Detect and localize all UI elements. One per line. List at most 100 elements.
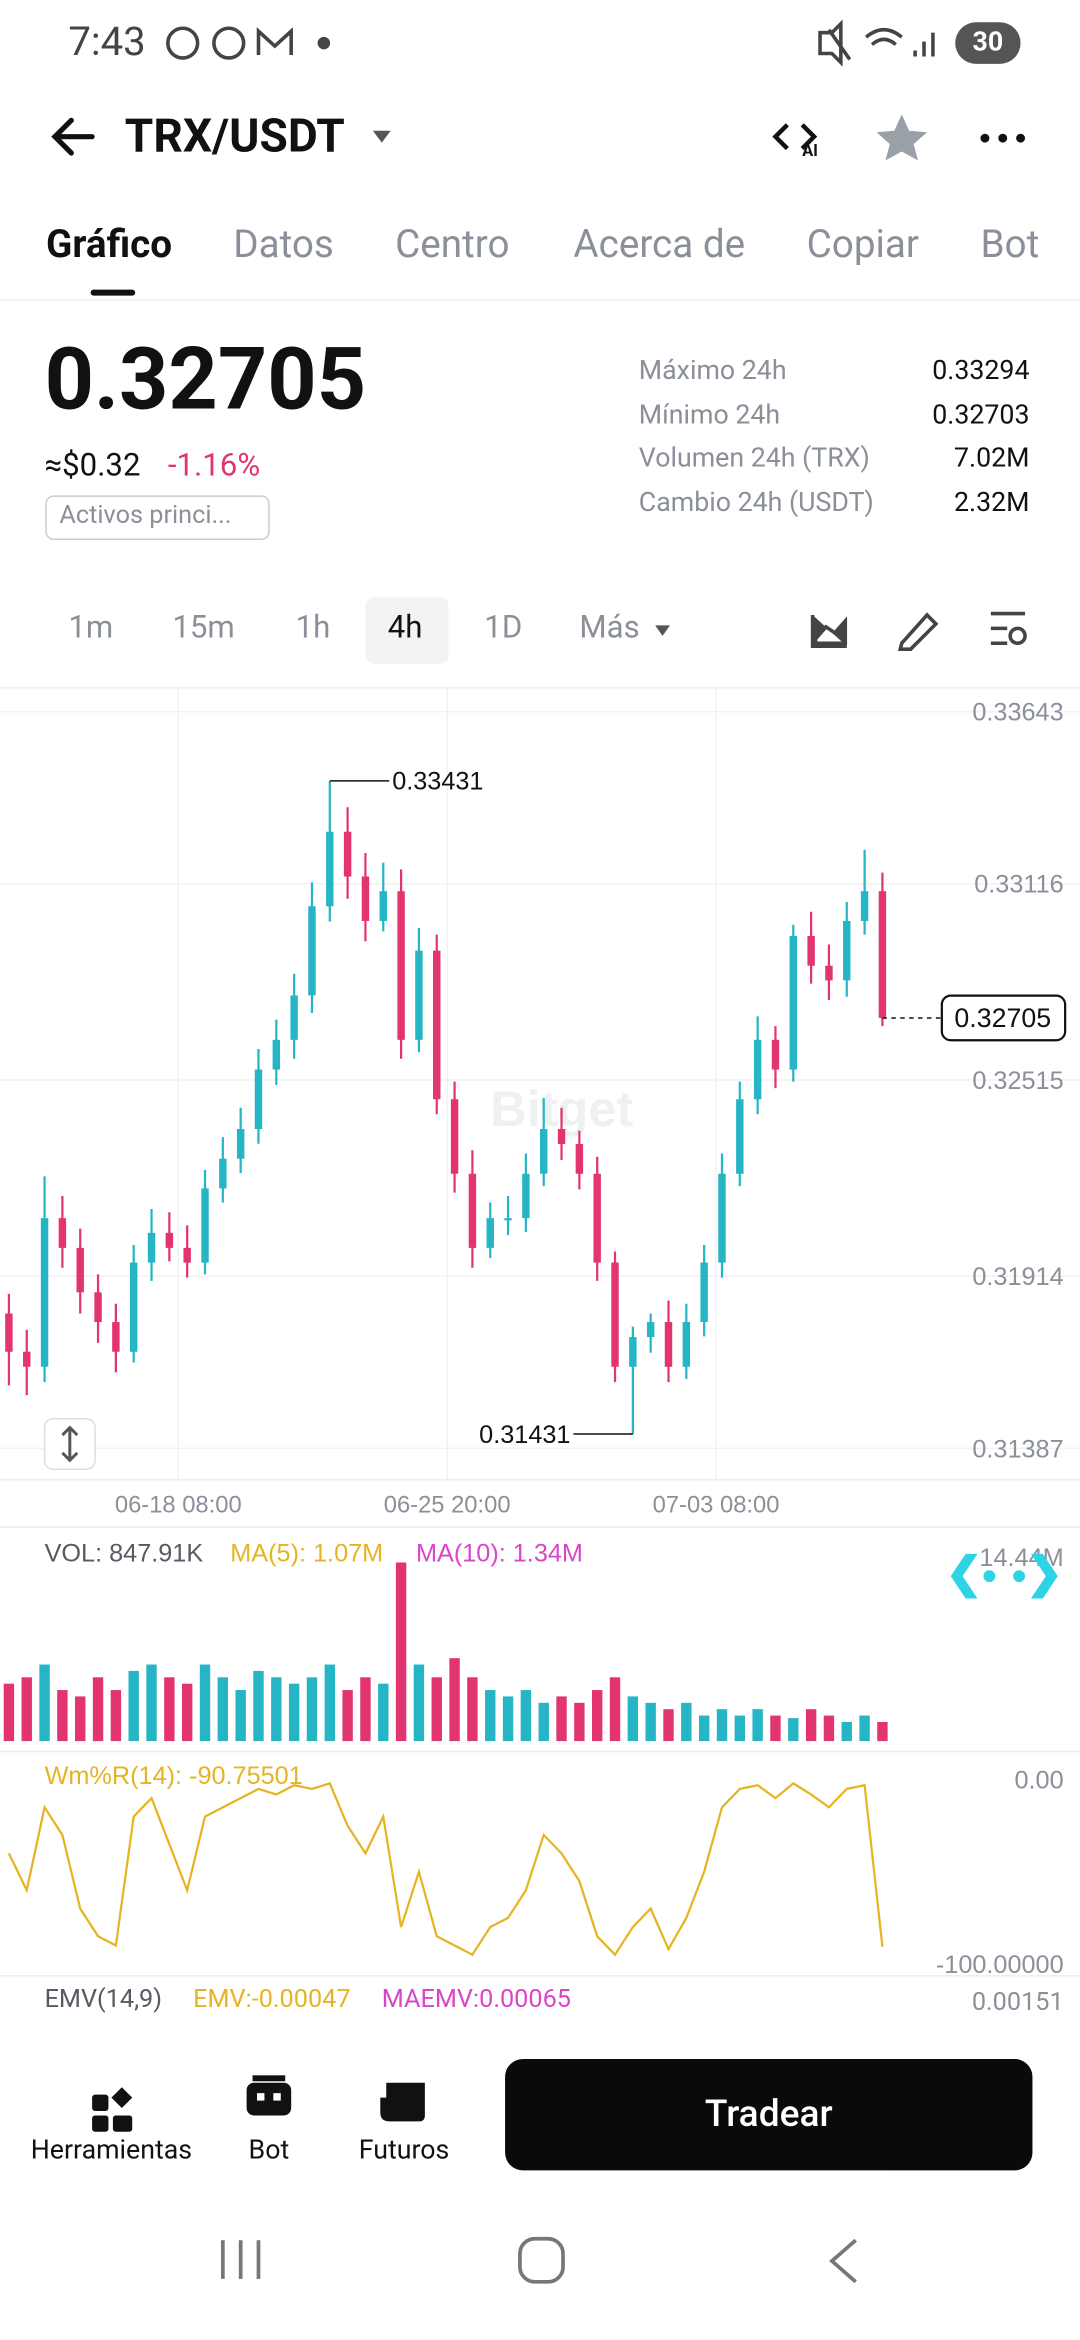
candle-body (646, 1322, 655, 1338)
volume-bar (877, 1721, 888, 1742)
usd-price: ≈$0.32 (44, 448, 141, 485)
volume-bar (164, 1677, 175, 1742)
volume-bar (823, 1715, 835, 1742)
candle-body (540, 1128, 548, 1174)
stat-value: 0.32703 (932, 398, 1030, 431)
volume-bar (770, 1715, 781, 1742)
tab[interactable]: Acerca de (573, 222, 746, 268)
volume-bar (39, 1664, 50, 1742)
timeframe[interactable]: 15m (172, 610, 235, 647)
candle-body (878, 891, 887, 1018)
tool-label[interactable]: Bot (248, 2134, 290, 2166)
timeframe[interactable]: 4h (387, 610, 423, 647)
status-icons (166, 19, 935, 67)
volume-bar (841, 1721, 852, 1742)
tag-box (45, 495, 270, 541)
volume-bar (92, 1677, 104, 1742)
ai-icon[interactable] (772, 123, 818, 151)
legend-label: MA(10): 1.34M (416, 1539, 583, 1567)
candle-body (682, 1322, 691, 1367)
timeframe[interactable]: Más (579, 610, 640, 647)
volume-bar (181, 1683, 193, 1742)
candle-body (593, 1173, 601, 1263)
y-tick-label: 0.31914 (972, 1263, 1063, 1291)
timeframe[interactable]: 1h (295, 610, 331, 647)
stat-value: 0.33294 (932, 355, 1030, 387)
candle-body (825, 965, 833, 981)
legend-label: Wm%R(14): -90.75501 (45, 1762, 303, 1790)
tool-label[interactable]: Herramientas (30, 2134, 193, 2166)
candle-body (94, 1292, 102, 1323)
tag: Activos princi... (59, 500, 232, 531)
low-label: 0.31431 (479, 1421, 570, 1449)
candle-body (147, 1232, 156, 1263)
volume-bar (663, 1709, 674, 1742)
volume-bar (110, 1690, 122, 1742)
stat-label: Volumen 24h (TRX) (638, 442, 870, 474)
tool-label[interactable]: Futuros (358, 2134, 450, 2166)
indicator-line (7, 1782, 884, 1957)
candle-body (23, 1351, 31, 1367)
volume-bar (681, 1702, 692, 1742)
y-tick-label: 0.00 (1015, 1767, 1064, 1795)
emv-top: 0.00151 (971, 1987, 1064, 2018)
change: -1.16% (167, 448, 261, 485)
emv-name: EMV(14,9) (44, 1984, 163, 2015)
tab[interactable]: Bot (980, 222, 1040, 268)
x-tick-label: 06-25 20:00 (384, 1491, 511, 1518)
volume-bar (217, 1677, 229, 1742)
volume-bar (395, 1562, 407, 1742)
candle-body (236, 1128, 245, 1159)
timeframe[interactable]: 1D (484, 610, 523, 647)
volume-bar (752, 1709, 763, 1742)
candle-body (326, 831, 334, 907)
tool-icons[interactable] (92, 2075, 425, 2132)
favorite-icon[interactable] (876, 114, 927, 161)
volume-bar (698, 1715, 710, 1742)
volume-bar (502, 1696, 514, 1742)
tab[interactable]: Gráfico (46, 222, 173, 268)
back-icon[interactable] (51, 117, 95, 156)
dropdown-icon[interactable] (372, 130, 391, 143)
volume-bar (21, 1677, 32, 1742)
chart-tools[interactable] (810, 611, 1027, 651)
timeframe-selected (365, 597, 449, 665)
volume-bar (324, 1664, 335, 1742)
volume-bar (75, 1696, 86, 1742)
volume-bar (859, 1715, 870, 1742)
candle-body (165, 1232, 174, 1248)
ai-fab[interactable] (950, 1553, 1058, 1599)
volume-bar (574, 1702, 585, 1742)
candle-body (343, 831, 352, 877)
bot-eyes (257, 2093, 281, 2101)
nav-bar[interactable] (220, 2236, 857, 2284)
candle-body (5, 1313, 13, 1352)
more-icon[interactable] (980, 133, 1026, 143)
candle-body (433, 950, 441, 1100)
candle-body (522, 1173, 530, 1219)
candle-body (504, 1218, 512, 1221)
candle-body (789, 935, 798, 1070)
legend-label: VOL: 847.91K (45, 1539, 204, 1567)
candle-body (575, 1144, 584, 1174)
tab[interactable]: Copiar (806, 222, 920, 268)
y-tick-label: 0.32515 (972, 1067, 1063, 1095)
candle-body (379, 891, 387, 921)
emv-value: EMV:-0.00047 (193, 1984, 351, 2015)
candle-body (771, 1039, 780, 1070)
candle-body (201, 1188, 209, 1263)
volume-bar (609, 1677, 621, 1742)
timeframe[interactable]: 1m (68, 610, 114, 647)
y-tick-label: -100.00000 (936, 1951, 1064, 1979)
trade-label[interactable]: Tradear (704, 2093, 833, 2137)
tab[interactable]: Datos (233, 222, 334, 268)
candle-body (700, 1262, 708, 1323)
battery-level: 30 (972, 26, 1004, 58)
volume-bar (253, 1670, 264, 1742)
pair-title[interactable]: TRX/USDT (124, 108, 345, 164)
trade-button[interactable] (505, 2058, 1033, 2171)
tab[interactable]: Centro (395, 222, 510, 268)
volume-bar (378, 1683, 389, 1742)
